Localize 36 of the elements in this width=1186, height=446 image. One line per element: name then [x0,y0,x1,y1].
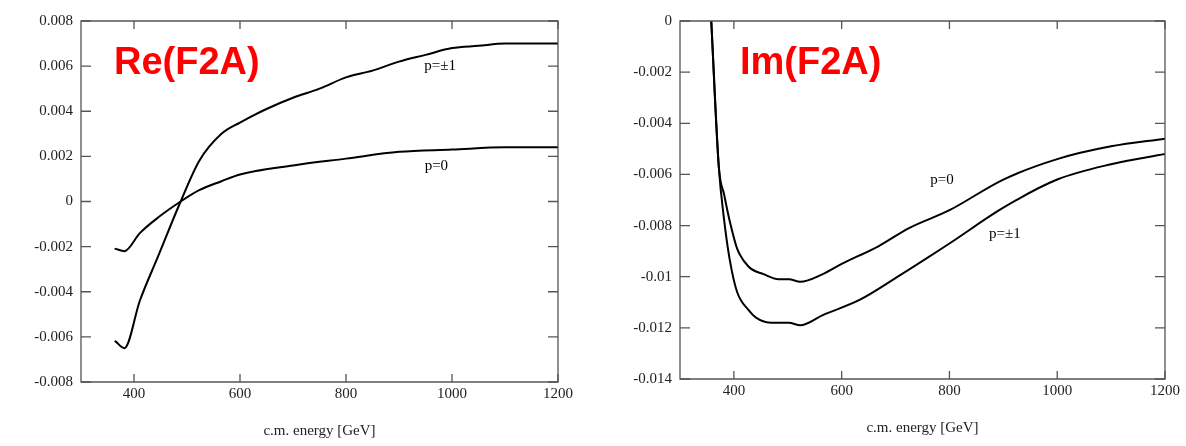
y-tick-label: -0.01 [640,267,672,284]
x-tick-label: 800 [334,384,358,401]
x-tick-label: 800 [938,381,961,398]
y-tick-label: 0.004 [39,102,74,119]
y-tick-label: -0.002 [34,237,73,254]
x-axis-title: c.m. energy [GeV] [263,421,376,438]
y-tick-label: 0 [664,11,672,28]
series-label: p=0 [930,170,954,187]
series-label: p=±1 [989,224,1021,241]
y-tick-label: -0.002 [633,63,672,80]
y-tick-label: -0.004 [34,282,74,299]
y-tick-label: -0.014 [633,369,673,386]
x-tick-label: 400 [122,384,146,401]
x-axis-title: c.m. energy [GeV] [866,418,979,435]
x-tick-label: 400 [722,381,746,398]
y-tick-label: -0.012 [633,318,672,335]
x-tick-label: 1000 [437,384,467,401]
y-tick-label: -0.006 [34,327,74,344]
x-tick-label: 1200 [1150,381,1180,398]
text: Re(F2A) [114,40,260,83]
line-series [114,42,558,350]
x-tick-label: 600 [228,384,252,401]
y-tick-label: 0.008 [39,11,73,28]
y-tick-label: 0.006 [39,57,74,74]
series-label: p=±1 [424,57,457,74]
y-tick-label: 0 [65,192,73,209]
series-label: p=0 [424,157,449,174]
y-tick-label: -0.008 [34,372,73,389]
y-tick-label: -0.006 [633,165,673,182]
y-tick-label: 0.002 [39,147,73,164]
y-tick-label: -0.008 [633,216,672,233]
x-tick-label: 600 [830,381,853,398]
x-tick-label: 1000 [1042,381,1073,398]
y-tick-label: -0.004 [633,114,673,131]
x-tick-label: 1200 [543,384,573,401]
text: Im(F2A) [740,40,882,83]
